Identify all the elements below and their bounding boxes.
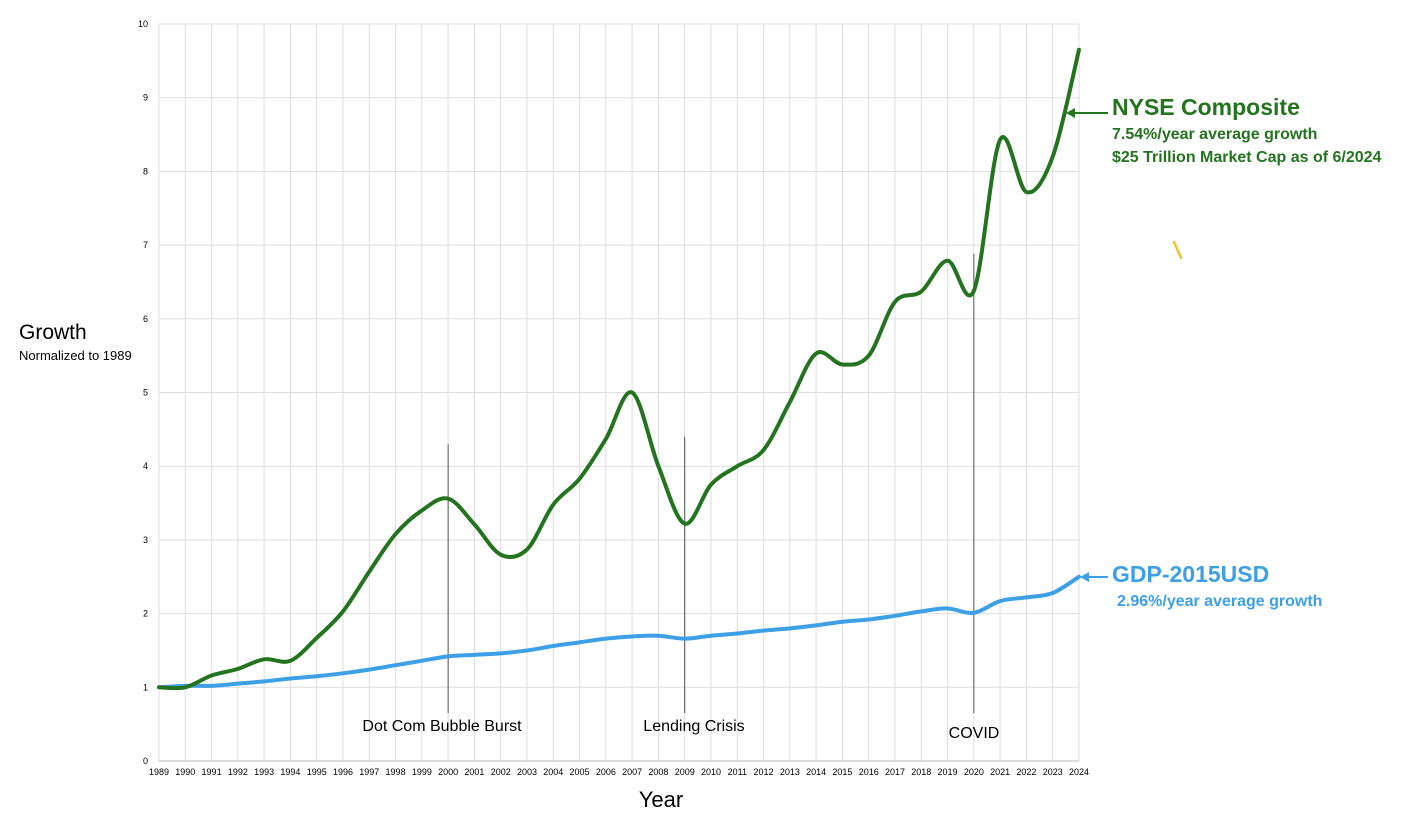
gdp-annotation: GDP-2015USD 2.96%/year average growth xyxy=(1080,561,1322,610)
x-tick-label: 2005 xyxy=(570,767,590,777)
nyse-growth-rate: 7.54%/year average growth xyxy=(1112,126,1317,143)
x-tick-label: 1997 xyxy=(359,767,379,777)
event-markers xyxy=(447,253,975,714)
x-axis-title: Year xyxy=(639,787,683,812)
x-tick-label: 1992 xyxy=(228,767,248,777)
series-lines xyxy=(157,47,1081,691)
event-label-covid: COVID xyxy=(949,725,1000,742)
event-label-dot-com: Dot Com Bubble Burst xyxy=(362,718,522,735)
x-tick-label: 2003 xyxy=(517,767,537,777)
y-tick-label: 4 xyxy=(143,461,148,471)
x-tick-label: 2008 xyxy=(648,767,668,777)
y-tick-label: 5 xyxy=(143,388,148,398)
x-tick-label: 1993 xyxy=(254,767,274,777)
x-tick-label: 2019 xyxy=(938,767,958,777)
x-tick-label: 2021 xyxy=(990,767,1010,777)
x-tick-label: 2001 xyxy=(464,767,484,777)
x-tick-label: 2023 xyxy=(1043,767,1063,777)
x-tick-label: 2020 xyxy=(964,767,984,777)
axis-ticks: 1989 1990 1991 1992 1993 1994 1995 1996 1997 1998… xyxy=(138,19,1089,777)
y-tick-label: 2 xyxy=(143,609,148,619)
gdp-2015usd-line xyxy=(157,574,1081,690)
x-tick-label: 2014 xyxy=(806,767,826,777)
gdp-series-title: GDP-2015USD xyxy=(1112,561,1269,587)
event-label-lending-crisis: Lending Crisis xyxy=(643,718,744,735)
y-tick-label: 8 xyxy=(143,166,148,176)
x-tick-label: 2018 xyxy=(911,767,931,777)
x-tick-label: 1991 xyxy=(202,767,222,777)
x-tick-label: 2011 xyxy=(728,767,747,777)
y-tick-label: 3 xyxy=(143,535,148,545)
x-tick-label: 1998 xyxy=(386,767,406,777)
x-tick-label: 2009 xyxy=(675,767,695,777)
x-tick-label: 1999 xyxy=(412,767,432,777)
nyse-arrow-head xyxy=(1066,108,1075,118)
x-tick-label: 1989 xyxy=(149,767,169,777)
y-tick-label: 10 xyxy=(138,19,148,29)
gdp-growth-rate: 2.96%/year average growth xyxy=(1117,593,1322,610)
x-tick-label: 2006 xyxy=(596,767,616,777)
y-axis-title: Growth xyxy=(19,321,87,344)
x-tick-label: 1995 xyxy=(307,767,327,777)
x-tick-label: 2015 xyxy=(832,767,852,777)
x-tick-label: 2016 xyxy=(859,767,879,777)
x-tick-label: 1994 xyxy=(280,767,300,777)
x-tick-label: 2010 xyxy=(701,767,721,777)
x-tick-label: 2012 xyxy=(754,767,774,777)
x-tick-label: 2002 xyxy=(491,767,511,777)
x-tick-label: 2007 xyxy=(622,767,642,777)
y-tick-label: 6 xyxy=(143,314,148,324)
x-tick-label: 2022 xyxy=(1016,767,1036,777)
y-tick-label: 1 xyxy=(143,682,148,692)
x-tick-label: 2004 xyxy=(543,767,563,777)
x-tick-label: 2000 xyxy=(438,767,458,777)
y-axis-subtitle: Normalized to 1989 xyxy=(19,348,132,363)
chart-grid xyxy=(158,23,1080,762)
y-tick-label: 9 xyxy=(143,93,148,103)
x-tick-label: 2013 xyxy=(780,767,800,777)
x-tick-label: 2017 xyxy=(885,767,905,777)
x-tick-label: 2024 xyxy=(1069,767,1089,777)
gdp-arrow-head xyxy=(1080,572,1089,582)
x-tick-label: 1990 xyxy=(175,767,195,777)
y-tick-label: 7 xyxy=(143,240,148,250)
nyse-series-title: NYSE Composite xyxy=(1112,94,1300,120)
x-tick-label: 1996 xyxy=(333,767,353,777)
y-tick-label: 0 xyxy=(143,756,148,766)
nyse-market-cap: $25 Trillion Market Cap as of 6/2024 xyxy=(1112,149,1382,166)
nyse-composite-line xyxy=(157,47,1081,691)
nyse-annotation: NYSE Composite 7.54%/year average growth… xyxy=(1066,94,1382,166)
stray-mark xyxy=(1172,240,1183,260)
